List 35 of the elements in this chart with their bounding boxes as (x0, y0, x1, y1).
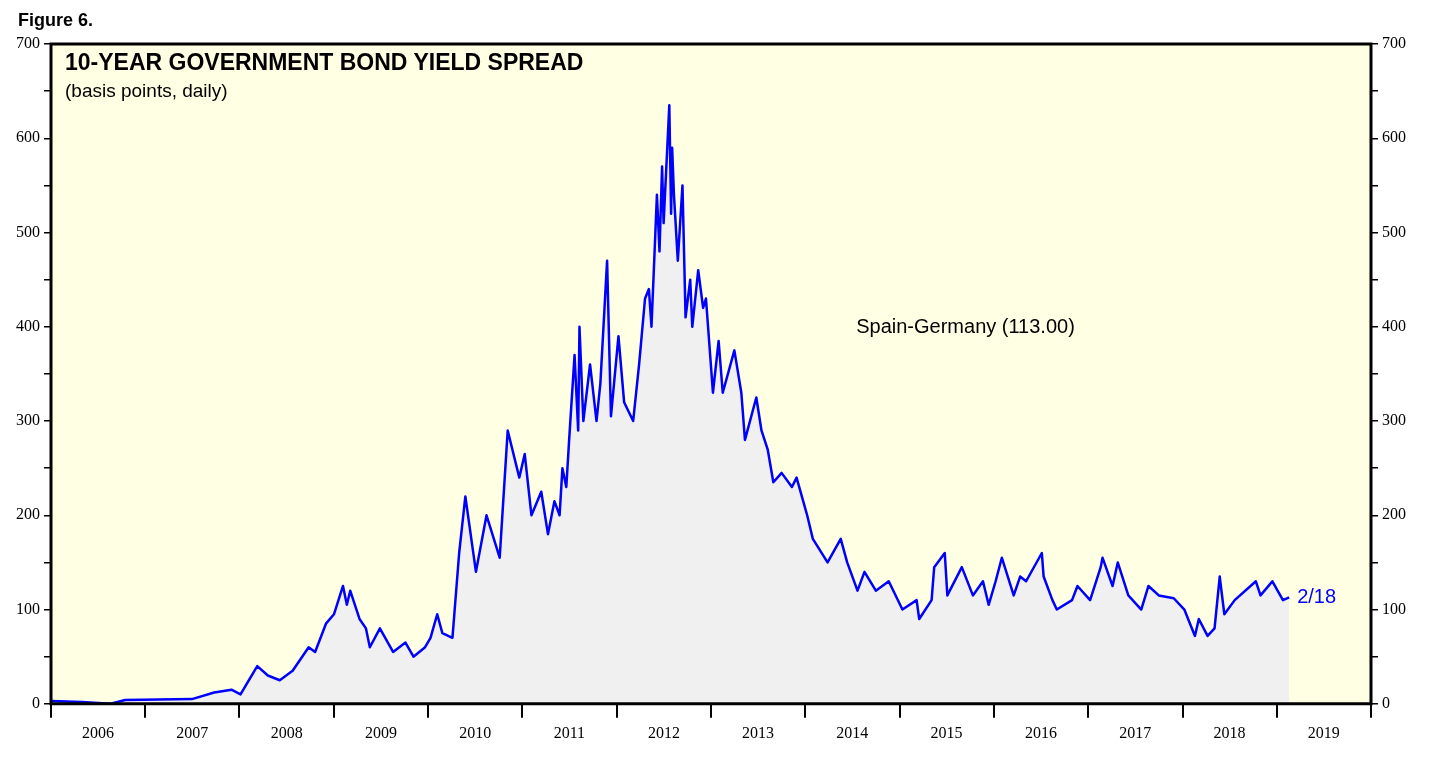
y-tick-label: 600 (16, 128, 40, 146)
text: (basis points, daily) (65, 79, 228, 101)
caption: Figure 6. (18, 9, 94, 30)
y-tick-label: 200 (16, 505, 40, 523)
x-tick-label: 2012 (647, 723, 680, 741)
annotation: Spain-Germany (113.00) (856, 315, 1075, 338)
chart-title: 10-YEAR GOVERNMENT BOND YIELD SPREAD (65, 48, 584, 75)
y-tick-label: 700 (16, 34, 40, 52)
x-tick-label: 2013 (742, 723, 775, 741)
y2-tick-label: 100 (1382, 599, 1406, 617)
y-tick-label: 500 (16, 222, 40, 240)
y-tick-label: 300 (16, 411, 40, 429)
x-tick-label: 2011 (553, 723, 586, 741)
x-tick-label: 2016 (1025, 723, 1058, 741)
y2-tick-label: 0 (1382, 694, 1390, 711)
y2-tick-label: 600 (1382, 128, 1406, 146)
x-tick-label: 2014 (836, 723, 869, 741)
y2-tick-label: 300 (1382, 411, 1406, 429)
x-tick-label: 2007 (176, 723, 209, 741)
y-tick-label: 400 (16, 316, 40, 334)
y2-tick-label: 400 (1382, 316, 1406, 334)
x-tick-label: 2018 (1213, 723, 1246, 741)
x-tick-label: 2010 (459, 723, 492, 741)
x-tick-label: 2009 (364, 723, 397, 741)
y2-tick-label: 500 (1382, 222, 1406, 240)
y-tick-label: 100 (16, 599, 40, 617)
y2-tick-label: 200 (1382, 505, 1406, 523)
x-tick-label: 2015 (930, 723, 963, 741)
y-tick-label: 0 (32, 694, 40, 711)
annotation: 2/18 (1297, 584, 1337, 607)
x-tick-label: 2017 (1119, 723, 1152, 741)
x-tick-label: 2006 (81, 723, 114, 741)
x-tick-label: 2019 (1307, 723, 1340, 741)
x-tick-label: 2008 (270, 723, 303, 741)
y2-tick-label: 700 (1382, 34, 1406, 52)
